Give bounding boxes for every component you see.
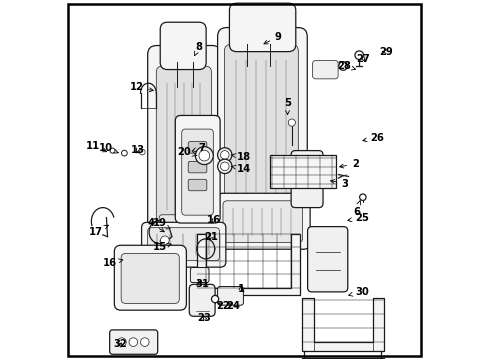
Text: 24: 24 bbox=[226, 301, 240, 311]
FancyBboxPatch shape bbox=[217, 28, 306, 218]
FancyBboxPatch shape bbox=[312, 60, 337, 79]
Text: 16: 16 bbox=[102, 258, 122, 268]
Text: 19: 19 bbox=[152, 218, 170, 229]
Text: 18: 18 bbox=[231, 152, 250, 162]
Text: 20: 20 bbox=[177, 147, 197, 157]
Polygon shape bbox=[301, 298, 383, 351]
Ellipse shape bbox=[220, 162, 228, 171]
Text: 4: 4 bbox=[147, 218, 164, 232]
Ellipse shape bbox=[140, 338, 149, 346]
Ellipse shape bbox=[195, 147, 213, 165]
FancyBboxPatch shape bbox=[175, 116, 220, 223]
FancyBboxPatch shape bbox=[190, 267, 208, 283]
FancyBboxPatch shape bbox=[160, 22, 206, 69]
Text: 12: 12 bbox=[129, 82, 153, 93]
Text: 30: 30 bbox=[348, 287, 368, 297]
Ellipse shape bbox=[139, 149, 145, 155]
Text: 13: 13 bbox=[130, 145, 144, 155]
Text: 22: 22 bbox=[216, 301, 230, 311]
Ellipse shape bbox=[287, 119, 295, 126]
FancyBboxPatch shape bbox=[182, 129, 213, 215]
Ellipse shape bbox=[121, 150, 127, 156]
Bar bbox=[269, 155, 335, 188]
Text: 27: 27 bbox=[356, 54, 370, 64]
Text: 15: 15 bbox=[153, 242, 171, 252]
Text: 29: 29 bbox=[378, 46, 392, 57]
FancyBboxPatch shape bbox=[188, 179, 206, 191]
Text: 9: 9 bbox=[264, 32, 281, 44]
FancyBboxPatch shape bbox=[223, 201, 302, 242]
Text: 16: 16 bbox=[206, 215, 221, 225]
FancyBboxPatch shape bbox=[156, 66, 211, 222]
FancyBboxPatch shape bbox=[189, 284, 215, 316]
Text: 31: 31 bbox=[195, 279, 208, 289]
Ellipse shape bbox=[359, 194, 366, 201]
Text: 14: 14 bbox=[231, 163, 250, 174]
Ellipse shape bbox=[160, 236, 169, 244]
Text: 5: 5 bbox=[284, 98, 290, 114]
FancyBboxPatch shape bbox=[307, 226, 347, 292]
FancyBboxPatch shape bbox=[229, 3, 295, 51]
FancyBboxPatch shape bbox=[109, 330, 158, 354]
Text: 2: 2 bbox=[339, 159, 358, 169]
FancyBboxPatch shape bbox=[216, 193, 309, 249]
Ellipse shape bbox=[211, 296, 218, 303]
FancyBboxPatch shape bbox=[188, 161, 206, 173]
Text: 8: 8 bbox=[194, 42, 202, 55]
Ellipse shape bbox=[117, 338, 126, 346]
FancyBboxPatch shape bbox=[142, 222, 225, 267]
Text: 28: 28 bbox=[337, 61, 355, 71]
Text: 1: 1 bbox=[237, 284, 244, 294]
FancyBboxPatch shape bbox=[121, 253, 179, 303]
FancyBboxPatch shape bbox=[217, 287, 243, 305]
Ellipse shape bbox=[110, 148, 115, 153]
FancyBboxPatch shape bbox=[159, 215, 211, 235]
Ellipse shape bbox=[338, 62, 346, 70]
FancyBboxPatch shape bbox=[114, 245, 186, 310]
FancyBboxPatch shape bbox=[147, 45, 221, 232]
Text: 25: 25 bbox=[347, 213, 368, 222]
Ellipse shape bbox=[217, 148, 231, 162]
Ellipse shape bbox=[220, 150, 228, 159]
Text: 6: 6 bbox=[352, 201, 360, 217]
FancyBboxPatch shape bbox=[188, 141, 206, 153]
Ellipse shape bbox=[199, 150, 209, 161]
FancyBboxPatch shape bbox=[290, 150, 323, 208]
Text: 3: 3 bbox=[330, 179, 347, 189]
Ellipse shape bbox=[354, 51, 363, 59]
Text: 21: 21 bbox=[204, 232, 218, 242]
Polygon shape bbox=[197, 234, 300, 296]
Ellipse shape bbox=[217, 159, 231, 174]
FancyBboxPatch shape bbox=[147, 228, 219, 261]
Text: 10: 10 bbox=[98, 143, 118, 153]
Text: 26: 26 bbox=[362, 133, 384, 143]
Text: 23: 23 bbox=[197, 313, 211, 323]
Text: 17: 17 bbox=[89, 225, 108, 237]
Text: 7: 7 bbox=[192, 143, 204, 153]
Ellipse shape bbox=[129, 338, 137, 346]
Text: 11: 11 bbox=[86, 140, 106, 152]
Text: 32: 32 bbox=[113, 339, 127, 349]
FancyBboxPatch shape bbox=[224, 44, 298, 208]
